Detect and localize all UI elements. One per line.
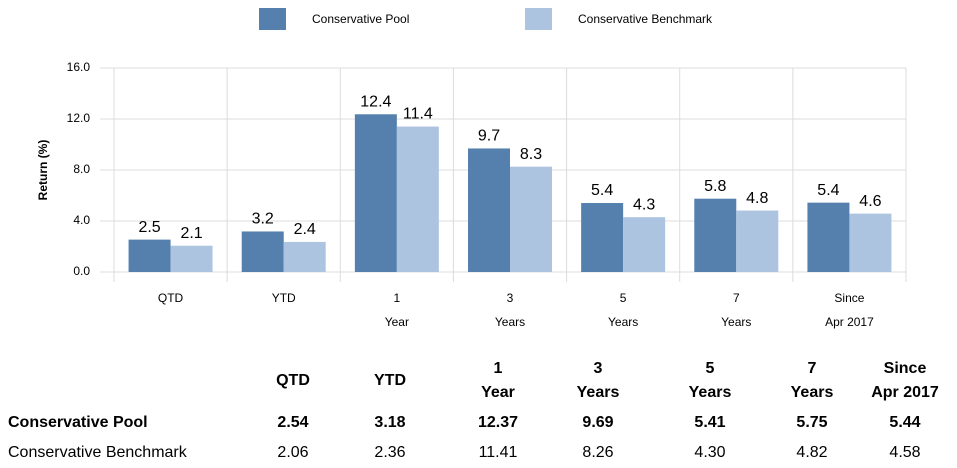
x-tick-label: 1: [394, 291, 401, 305]
table-header: Years: [577, 384, 620, 401]
x-tick-label: 5: [620, 291, 627, 305]
data-label: 5.4: [817, 182, 839, 199]
bar: [170, 245, 213, 272]
bar: [396, 126, 439, 273]
x-tick-label: Years: [495, 315, 525, 329]
data-label: 4.3: [633, 196, 655, 213]
table-header: 3: [594, 360, 603, 377]
table-header: 7: [808, 360, 817, 377]
bar: [241, 231, 284, 272]
table-cell: 3.18: [374, 414, 405, 431]
data-label: 9.7: [478, 128, 500, 145]
data-label: 5.4: [591, 182, 613, 199]
data-label: 3.2: [252, 211, 274, 228]
table-header: Year: [481, 384, 515, 401]
table-header: Years: [791, 384, 834, 401]
table-header: QTD: [276, 372, 310, 389]
y-axis-label: Return (%): [36, 140, 50, 201]
legend-label: Conservative Pool: [312, 12, 409, 26]
table-cell: 12.37: [478, 414, 518, 431]
table-header: 1: [494, 360, 503, 377]
x-tick-label: 7: [733, 291, 740, 305]
data-label: 2.1: [180, 225, 202, 242]
x-tick-label: Year: [385, 315, 409, 329]
data-label: 5.8: [704, 178, 726, 195]
table-cell: 5.41: [694, 414, 725, 431]
bar: [694, 198, 737, 272]
table-cell: 4.58: [889, 444, 920, 461]
legend-swatch: [259, 8, 286, 30]
table-cell: 2.06: [277, 444, 308, 461]
bar: [849, 213, 892, 272]
bar: [510, 166, 552, 272]
bar: [623, 217, 666, 272]
bar: [736, 210, 779, 272]
table-cell: 2.36: [374, 444, 405, 461]
y-tick-label: 16.0: [67, 60, 91, 74]
bar: [283, 241, 326, 272]
table-cell: 5.75: [796, 414, 827, 431]
table-cell: 11.41: [479, 444, 518, 461]
y-tick-label: 12.0: [67, 111, 91, 125]
bar: [354, 114, 397, 272]
table-cell: 2.54: [277, 414, 308, 431]
bar: [807, 202, 850, 272]
table-cell: 9.69: [582, 414, 613, 431]
data-label: 2.4: [294, 221, 316, 238]
x-tick-label: Years: [721, 315, 751, 329]
x-tick-label: Since: [834, 291, 864, 305]
bar: [128, 239, 171, 272]
table-cell: 4.30: [694, 444, 725, 461]
data-label: 4.6: [859, 193, 881, 210]
y-tick-label: 0.0: [73, 264, 90, 278]
table-cell: 8.26: [582, 444, 613, 461]
x-tick-label: Years: [608, 315, 638, 329]
table-header: Since: [884, 360, 927, 377]
row-label: Conservative Pool: [8, 414, 148, 431]
x-tick-label: QTD: [158, 291, 184, 305]
data-label: 11.4: [403, 106, 433, 123]
x-tick-label: YTD: [272, 291, 296, 305]
data-label: 8.3: [520, 146, 542, 163]
table-header: Years: [689, 384, 732, 401]
data-label: 4.8: [746, 190, 768, 207]
y-tick-label: 4.0: [73, 213, 90, 227]
x-tick-label: Apr 2017: [825, 315, 874, 329]
x-tick-label: 3: [507, 291, 514, 305]
bar: [581, 203, 624, 272]
table-header: Apr 2017: [871, 384, 939, 401]
y-tick-label: 8.0: [73, 162, 90, 176]
data-label: 2.5: [138, 219, 160, 236]
data-label: 12.4: [360, 94, 391, 111]
legend-label: Conservative Benchmark: [578, 12, 713, 26]
row-label: Conservative Benchmark: [8, 444, 188, 461]
legend-swatch: [525, 8, 552, 30]
bar: [468, 148, 510, 272]
table-cell: 5.44: [889, 414, 920, 431]
table-cell: 4.82: [796, 444, 827, 461]
table-header: 5: [706, 360, 715, 377]
table-header: YTD: [374, 372, 406, 389]
